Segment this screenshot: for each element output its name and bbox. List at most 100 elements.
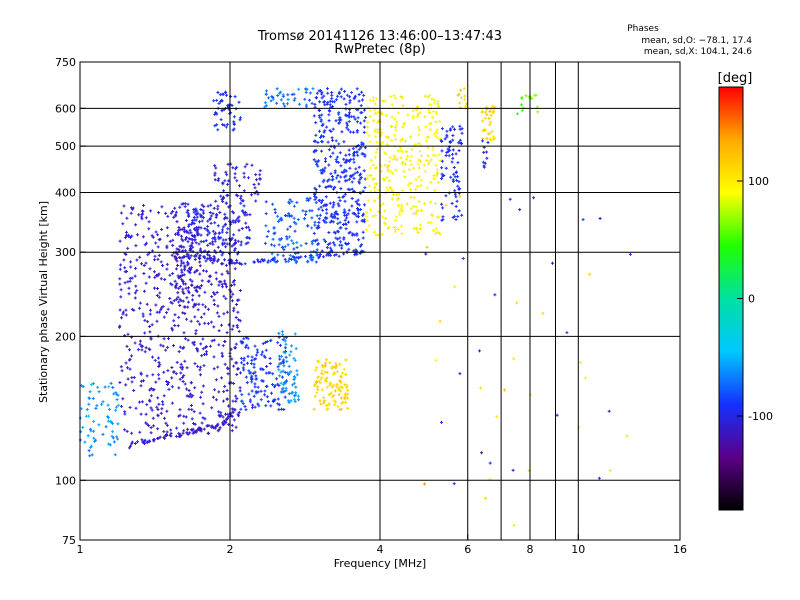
data-point (453, 285, 456, 289)
data-point (276, 365, 280, 369)
data-point (332, 399, 336, 403)
data-point (139, 379, 143, 383)
data-point (198, 411, 202, 415)
data-point (293, 381, 296, 385)
data-point (128, 367, 132, 371)
data-point (297, 87, 301, 91)
data-point (343, 192, 347, 196)
data-point (182, 305, 186, 309)
data-point (186, 338, 190, 342)
data-point (401, 209, 404, 213)
data-point (337, 393, 341, 397)
data-point (286, 373, 290, 376)
data-point (196, 319, 200, 323)
data-point (154, 241, 158, 245)
data-point (192, 302, 196, 306)
data-point (288, 225, 292, 229)
data-point (375, 166, 379, 170)
data-point (314, 201, 318, 205)
data-point (326, 243, 330, 246)
data-point (138, 342, 142, 346)
data-point (434, 227, 438, 231)
data-point (199, 365, 202, 369)
data-point (343, 218, 347, 222)
data-point (312, 407, 316, 411)
data-point (414, 205, 418, 209)
data-point (261, 379, 265, 383)
data-point (264, 385, 268, 388)
data-point (236, 367, 240, 371)
data-point (404, 162, 407, 166)
data-point (313, 198, 317, 202)
data-point (400, 137, 404, 141)
data-point (173, 279, 177, 283)
data-point (195, 268, 199, 272)
data-point (362, 93, 366, 97)
data-point (271, 372, 275, 376)
data-point (273, 208, 277, 211)
data-point (386, 135, 390, 139)
data-point (454, 204, 458, 208)
phases-heading: Phases (627, 24, 659, 34)
data-point (412, 204, 416, 208)
data-point (402, 169, 406, 173)
data-point (314, 121, 318, 125)
data-point (212, 338, 216, 342)
data-point (333, 146, 337, 150)
data-point (141, 209, 145, 213)
data-point (213, 292, 217, 296)
x-tick-label: 10 (571, 543, 585, 556)
data-point (213, 124, 217, 128)
data-point (219, 411, 223, 415)
data-point (194, 254, 197, 257)
data-point (177, 286, 181, 290)
data-point (342, 195, 346, 198)
data-point (418, 111, 422, 115)
data-point (216, 91, 220, 94)
data-point (173, 255, 177, 259)
data-point (332, 241, 335, 245)
data-point (334, 400, 338, 404)
data-point (160, 228, 164, 231)
data-point (333, 389, 337, 393)
grid-lines (80, 62, 680, 540)
data-point (352, 153, 356, 157)
data-point (119, 288, 123, 292)
data-point (390, 197, 394, 201)
data-point (331, 175, 334, 178)
data-point (322, 130, 326, 134)
data-point (384, 114, 388, 117)
data-point (350, 180, 354, 184)
data-point (292, 98, 296, 102)
data-point (315, 253, 319, 257)
data-point (89, 444, 93, 448)
data-point (192, 422, 195, 425)
data-point (180, 234, 183, 238)
data-point (344, 393, 348, 397)
data-point (373, 199, 377, 203)
data-point (360, 142, 364, 146)
data-point (337, 92, 341, 95)
data-point (177, 414, 181, 418)
data-point (161, 400, 164, 404)
data-point (87, 396, 91, 400)
chart-subtitle: RwPretec (8p) (334, 42, 425, 57)
data-point (225, 269, 229, 273)
data-point (226, 193, 230, 197)
x-tick-label: 4 (377, 543, 384, 556)
data-point (232, 115, 236, 119)
data-point (155, 405, 159, 409)
data-point (265, 340, 269, 343)
data-point (348, 99, 352, 102)
data-point (353, 117, 357, 121)
data-point (426, 154, 430, 158)
data-point (246, 354, 250, 358)
data-point (171, 272, 175, 275)
data-point (138, 430, 142, 434)
data-point (286, 98, 290, 101)
data-point (340, 246, 344, 250)
data-point (357, 180, 361, 184)
data-point (458, 138, 462, 142)
data-point (508, 197, 512, 201)
data-point (187, 224, 191, 228)
